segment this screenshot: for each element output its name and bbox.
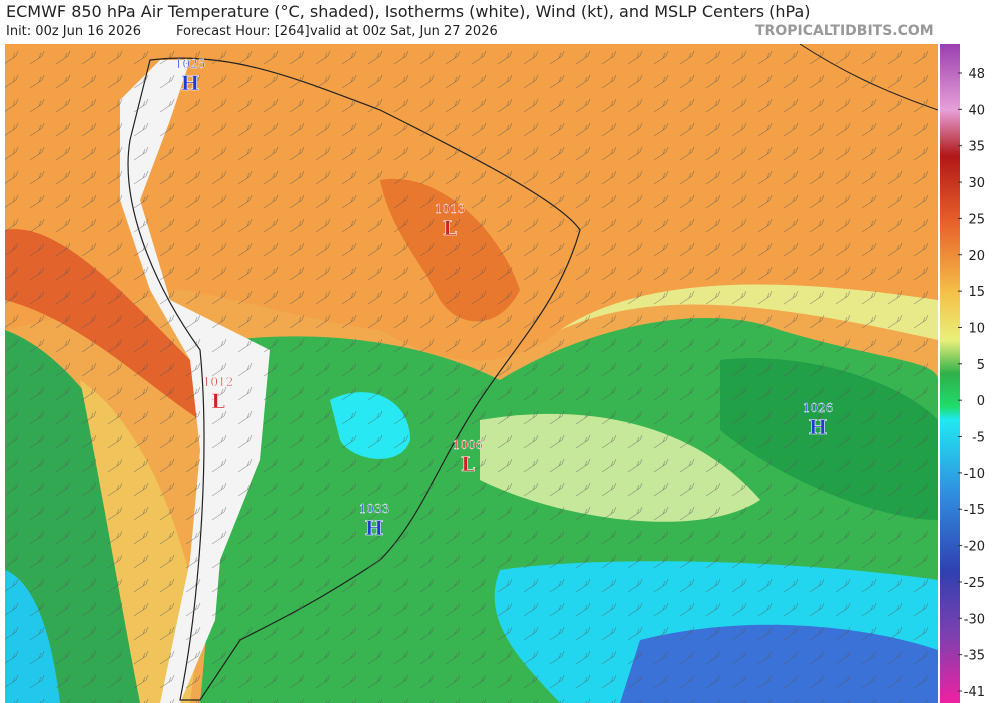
pressure-type: L [211,389,225,413]
colorbar-label: -15 [964,503,985,518]
pressure-type: H [365,516,384,540]
colorbar-label: 5 [977,358,985,373]
valid-time: valid at 00z Sat, Jun 27 2026 [310,24,498,39]
colorbar-label: 35 [968,140,985,155]
colorbar [940,44,960,703]
title: ECMWF 850 hPa Air Temperature (°C, shade… [6,2,811,21]
colorbar-label: -10 [964,467,985,482]
pressure-value: 1012 [203,375,234,389]
colorbar-label: 40 [968,103,985,118]
pressure-type: H [181,71,200,95]
colorbar-label: -35 [964,649,985,664]
forecast-hour: Forecast Hour: [264] [176,24,310,39]
colorbar-label: 10 [968,321,985,336]
colorbar-label: -41 [964,685,985,700]
pressure-value: 1013 [435,202,466,216]
colorbar-label: 25 [968,212,985,227]
source: TROPICALTIDBITS.COM [755,23,934,39]
colorbar-label: 0 [977,394,985,409]
pressure-value: 1025 [175,57,206,71]
pressure-value: 1026 [803,401,834,415]
init: Init: 00z Jun 16 2026 [6,24,141,39]
colorbar-label: 20 [968,249,985,264]
colorbar-label: -20 [964,540,985,555]
pressure-type: L [461,452,475,476]
colorbar-label: 48 [968,67,985,82]
pressure-type: L [443,216,457,240]
pressure-value: 1006 [453,438,484,452]
map-field [5,44,938,703]
colorbar-label: -5 [972,431,985,446]
pressure-value: 1033 [359,502,390,516]
colorbar-label: -30 [964,612,985,627]
pressure-type: H [809,415,828,439]
colorbar-label: 15 [968,285,985,300]
colorbar-label: -25 [964,576,985,591]
colorbar-label: 30 [968,176,985,191]
